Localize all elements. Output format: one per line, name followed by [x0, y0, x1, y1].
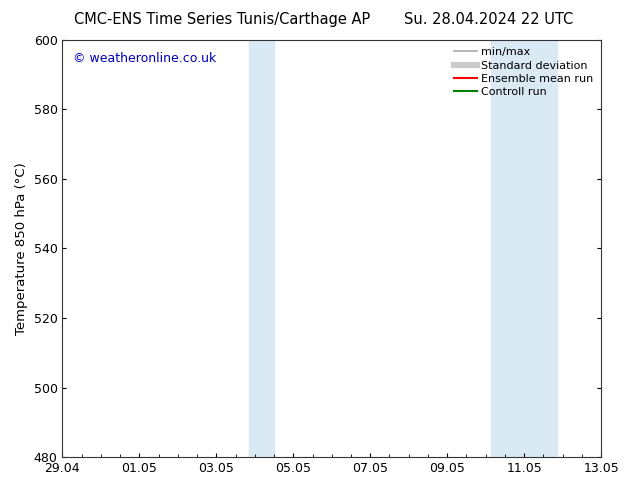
Text: © weatheronline.co.uk: © weatheronline.co.uk — [73, 52, 216, 65]
Legend: min/max, Standard deviation, Ensemble mean run, Controll run: min/max, Standard deviation, Ensemble me… — [450, 43, 598, 102]
Text: Su. 28.04.2024 22 UTC: Su. 28.04.2024 22 UTC — [404, 12, 573, 27]
Bar — [491, 40, 557, 457]
Text: CMC-ENS Time Series Tunis/Carthage AP: CMC-ENS Time Series Tunis/Carthage AP — [74, 12, 370, 27]
Bar — [249, 40, 274, 457]
Y-axis label: Temperature 850 hPa (°C): Temperature 850 hPa (°C) — [15, 162, 28, 335]
